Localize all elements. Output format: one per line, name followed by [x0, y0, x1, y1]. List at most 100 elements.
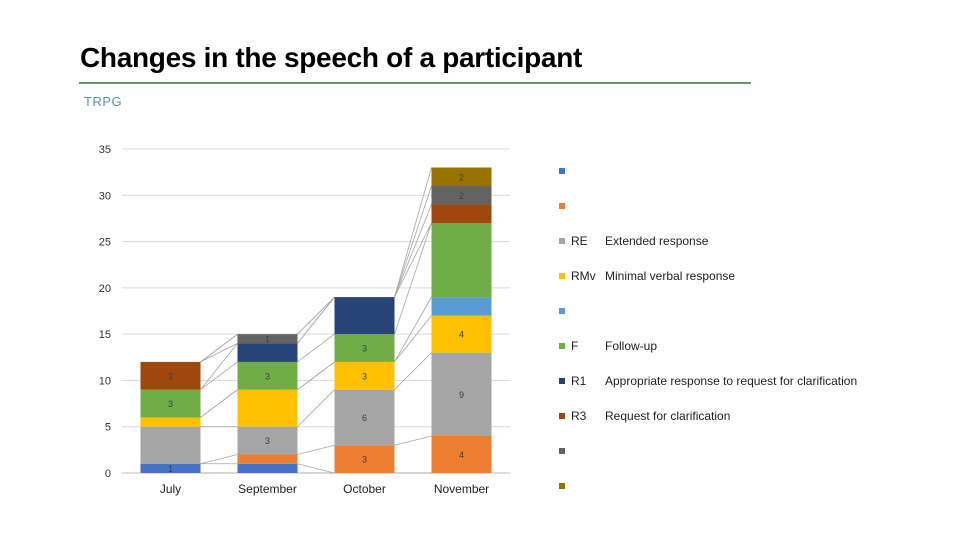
- legend-code: RMv: [571, 269, 596, 283]
- bar-segment: [237, 426, 298, 455]
- bar-segment: [237, 343, 298, 362]
- x-category-label: July: [160, 482, 181, 496]
- data-label: 1: [265, 334, 270, 344]
- bar-segment: [431, 352, 492, 436]
- series-connector-line: [394, 352, 432, 390]
- series-connector-line: [394, 222, 432, 335]
- legend-code: R1: [571, 374, 587, 388]
- y-tick-label: 20: [99, 283, 111, 295]
- legend-item: [559, 199, 571, 213]
- series-connector-line: [394, 185, 432, 298]
- legend-item: RMv Minimal verbal response: [559, 269, 735, 283]
- legend-swatch: [559, 168, 565, 174]
- series-connector-line: [297, 296, 335, 344]
- title-divider: [79, 82, 751, 84]
- legend-item: R3 Request for clarification: [559, 409, 730, 423]
- slide-subtitle: TRPG: [84, 94, 123, 109]
- legend-description: Appropriate response to request for clar…: [605, 374, 858, 388]
- data-label: 3: [265, 371, 270, 381]
- bar-segment: [334, 334, 395, 362]
- legend-description: Minimal verbal response: [605, 269, 736, 283]
- legend-description: Extended response: [605, 234, 709, 248]
- legend-swatch: [559, 308, 565, 314]
- legend-item: [559, 164, 571, 178]
- y-tick-label: 0: [105, 468, 111, 480]
- series-connector-line: [394, 315, 432, 363]
- series-connector-line: [200, 343, 238, 390]
- series-connector-line: [297, 361, 335, 391]
- legend-item: [559, 479, 571, 493]
- series-connector-line: [200, 389, 238, 418]
- legend-code: F: [571, 339, 579, 353]
- bar-segment: [431, 223, 492, 298]
- y-tick-label: 15: [99, 329, 111, 341]
- bar-segment: [431, 315, 492, 353]
- bar-segment: [237, 389, 298, 427]
- legend-swatch: [559, 483, 565, 489]
- series-connector-line: [200, 343, 238, 363]
- series-connector-line: [297, 296, 335, 335]
- legend-swatch: [559, 203, 565, 209]
- series-connector-line: [297, 444, 335, 455]
- y-tick-label: 30: [99, 190, 111, 202]
- data-label: 3: [265, 436, 270, 446]
- bar-segment: [334, 389, 395, 446]
- legend-code: R3: [571, 409, 587, 423]
- data-label: 3: [168, 371, 173, 381]
- legend-item: RE Extended response: [559, 234, 708, 248]
- legend-item: [559, 304, 571, 318]
- bar-segment: [237, 361, 298, 390]
- bar-segment: [237, 334, 298, 344]
- data-label: 3: [168, 399, 173, 409]
- data-label: 3: [362, 344, 367, 354]
- legend-item: R1 Appropriate response to request for cl…: [559, 374, 857, 388]
- legend-swatch: [559, 238, 565, 244]
- series-connector-line: [394, 167, 432, 298]
- data-label: 1: [168, 464, 173, 474]
- y-tick-label: 35: [99, 144, 111, 156]
- bar-segment: [334, 445, 395, 473]
- series-connector-line: [297, 463, 335, 474]
- bar-segment: [431, 435, 492, 473]
- legend-item: F Follow-up: [559, 339, 657, 353]
- x-category-label: November: [434, 482, 489, 496]
- y-tick-label: 25: [99, 237, 111, 249]
- series-connector-line: [394, 204, 432, 298]
- legend-swatch: [559, 378, 565, 384]
- legend-description: Request for clarification: [605, 409, 731, 423]
- bar-segment: [431, 204, 492, 224]
- bar-segment: [140, 463, 201, 473]
- data-label: 9: [459, 390, 464, 400]
- legend-swatch: [559, 343, 565, 349]
- data-label: 2: [459, 191, 464, 201]
- bar-segment: [140, 426, 201, 464]
- data-label: 2: [459, 172, 464, 182]
- y-tick-label: 5: [105, 422, 111, 434]
- bar-segment: [431, 167, 492, 187]
- bar-segment: [431, 186, 492, 205]
- x-category-label: September: [238, 482, 297, 496]
- legend-swatch: [559, 413, 565, 419]
- data-label: 4: [459, 450, 464, 460]
- bar-segment: [140, 361, 201, 390]
- bar-segment: [334, 297, 395, 335]
- legend-item: [559, 444, 571, 458]
- data-label: 6: [362, 413, 367, 423]
- data-label: 4: [459, 330, 464, 340]
- x-category-label: October: [343, 482, 386, 496]
- series-connector-line: [200, 333, 238, 363]
- bar-segment: [237, 454, 298, 464]
- series-connector-line: [200, 454, 238, 465]
- series-connector-line: [394, 222, 432, 298]
- series-connector-line: [200, 361, 238, 391]
- series-connector-line: [394, 296, 432, 363]
- legend-description: Follow-up: [605, 339, 658, 353]
- bar-segment: [237, 463, 298, 473]
- data-label: 3: [362, 455, 367, 465]
- slide-title: Changes in the speech of a participant: [80, 42, 583, 73]
- bar-segment: [140, 417, 201, 427]
- series-connector-line: [297, 333, 335, 363]
- legend-swatch: [559, 273, 565, 279]
- legend-code: RE: [571, 234, 588, 248]
